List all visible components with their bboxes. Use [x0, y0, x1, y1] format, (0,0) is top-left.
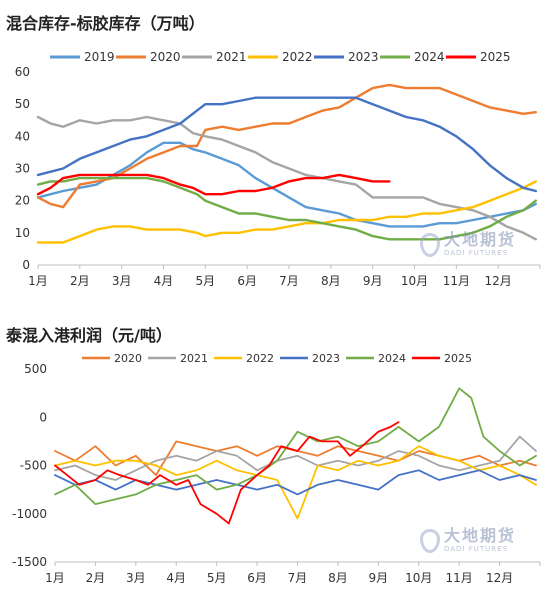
- x-tick-label: 12月: [486, 571, 513, 585]
- x-tick-label: 4月: [154, 274, 174, 288]
- series-line: [54, 421, 400, 525]
- series-line: [36, 173, 391, 196]
- y-tick-label: 30: [15, 162, 30, 176]
- y-tick-label: 500: [24, 362, 47, 376]
- legend-item: 2022: [214, 352, 274, 365]
- series-line: [36, 180, 537, 244]
- legend-label: 2020: [150, 50, 181, 64]
- chart-title: 混合库存-标胶库存（万吨）: [6, 14, 205, 33]
- x-tick-label: 12月: [485, 274, 512, 288]
- legend-label: 2022: [282, 50, 313, 64]
- x-tick-label: 5月: [196, 274, 216, 288]
- legend-label: 2021: [180, 352, 208, 365]
- legend-label: 2024: [414, 50, 445, 64]
- x-tick-label: 10月: [401, 274, 428, 288]
- y-tick-label: 40: [15, 129, 30, 143]
- watermark-logo: 大地期货 DADI FUTURES: [420, 232, 516, 257]
- y-tick-label: -1500: [12, 555, 47, 569]
- series-line: [36, 115, 537, 241]
- legend-item: 2023: [314, 50, 379, 64]
- chart-title: 泰混入港利润（元/吨）: [6, 326, 172, 345]
- legend-label: 2023: [312, 352, 340, 365]
- y-tick-label: 0: [39, 410, 47, 424]
- legend-label: 2022: [246, 352, 274, 365]
- x-tick-label: 2月: [70, 274, 90, 288]
- y-tick-label: 60: [15, 65, 30, 79]
- series-line: [54, 445, 537, 520]
- series-line: [36, 83, 537, 209]
- series-line: [36, 176, 537, 241]
- legend-label: 2019: [84, 50, 115, 64]
- y-tick-label: 10: [15, 226, 30, 240]
- watermark-en: DADI FUTURES: [444, 249, 509, 257]
- y-tick-label: -1000: [12, 507, 47, 521]
- x-tick-label: 1月: [28, 274, 48, 288]
- x-tick-label: 10月: [405, 571, 432, 585]
- y-tick-label: 0: [22, 258, 30, 272]
- legend-label: 2025: [480, 50, 511, 64]
- x-tick-label: 6月: [247, 571, 267, 585]
- legend-item: 2020: [116, 50, 181, 64]
- legend-item: 2025: [446, 50, 511, 64]
- series-line: [36, 141, 537, 228]
- legend-item: 2023: [280, 352, 340, 365]
- legend-item: 2020: [82, 352, 142, 365]
- x-tick-label: 4月: [166, 571, 186, 585]
- legend-item: 2021: [148, 352, 208, 365]
- legend-label: 2024: [378, 352, 406, 365]
- x-tick-label: 1月: [45, 571, 65, 585]
- y-tick-label: -500: [20, 459, 47, 473]
- watermark-cn: 大地期货: [444, 526, 517, 545]
- x-tick-label: 9月: [363, 274, 383, 288]
- legend-label: 2025: [444, 352, 472, 365]
- x-tick-label: 2月: [86, 571, 106, 585]
- legend-item: 2025: [412, 352, 472, 365]
- y-tick-label: 20: [15, 194, 30, 208]
- x-tick-label: 7月: [279, 274, 299, 288]
- inventory-chart: 混合库存-标胶库存（万吨） 2019 2020 2021 2022 2023 2024 20…: [0, 0, 550, 300]
- legend-item: 2024: [380, 50, 445, 64]
- series-line: [54, 435, 537, 481]
- legend-label: 2020: [114, 352, 142, 365]
- profit-chart-svg: 2020 2021 2022 2023 2024 2025 -1500 -1000 -500 0 5…: [12, 352, 541, 585]
- x-tick-label: 11月: [443, 274, 470, 288]
- x-tick-label: 6月: [237, 274, 257, 288]
- watermark-cn: 大地期货: [444, 230, 517, 249]
- legend-item: 2019: [50, 50, 115, 64]
- watermark-icon: [420, 232, 440, 257]
- watermark-icon: [420, 528, 440, 553]
- inventory-chart-svg: 2019 2020 2021 2022 2023 2024 2025 0 10 20 30 40 50 6…: [15, 50, 541, 288]
- profit-chart: 泰混入港利润（元/吨） 2020 2021 2022 2023 2024 2025 -150…: [0, 300, 550, 602]
- series-line: [54, 387, 537, 506]
- series-line: [36, 96, 537, 193]
- x-tick-label: 8月: [321, 274, 341, 288]
- legend-label: 2021: [216, 50, 247, 64]
- watermark-logo: 大地期货 DADI FUTURES: [420, 528, 516, 553]
- x-tick-label: 3月: [126, 571, 146, 585]
- y-tick-label: 50: [15, 97, 30, 111]
- legend-label: 2023: [348, 50, 379, 64]
- legend-item: 2024: [346, 352, 406, 365]
- x-tick-label: 5月: [207, 571, 227, 585]
- legend-item: 2021: [182, 50, 247, 64]
- watermark-en: DADI FUTURES: [444, 545, 509, 553]
- x-tick-label: 7月: [288, 571, 308, 585]
- x-tick-label: 8月: [328, 571, 348, 585]
- legend-item: 2022: [248, 50, 313, 64]
- x-tick-label: 11月: [446, 571, 473, 585]
- x-tick-label: 9月: [369, 571, 389, 585]
- x-tick-label: 3月: [112, 274, 132, 288]
